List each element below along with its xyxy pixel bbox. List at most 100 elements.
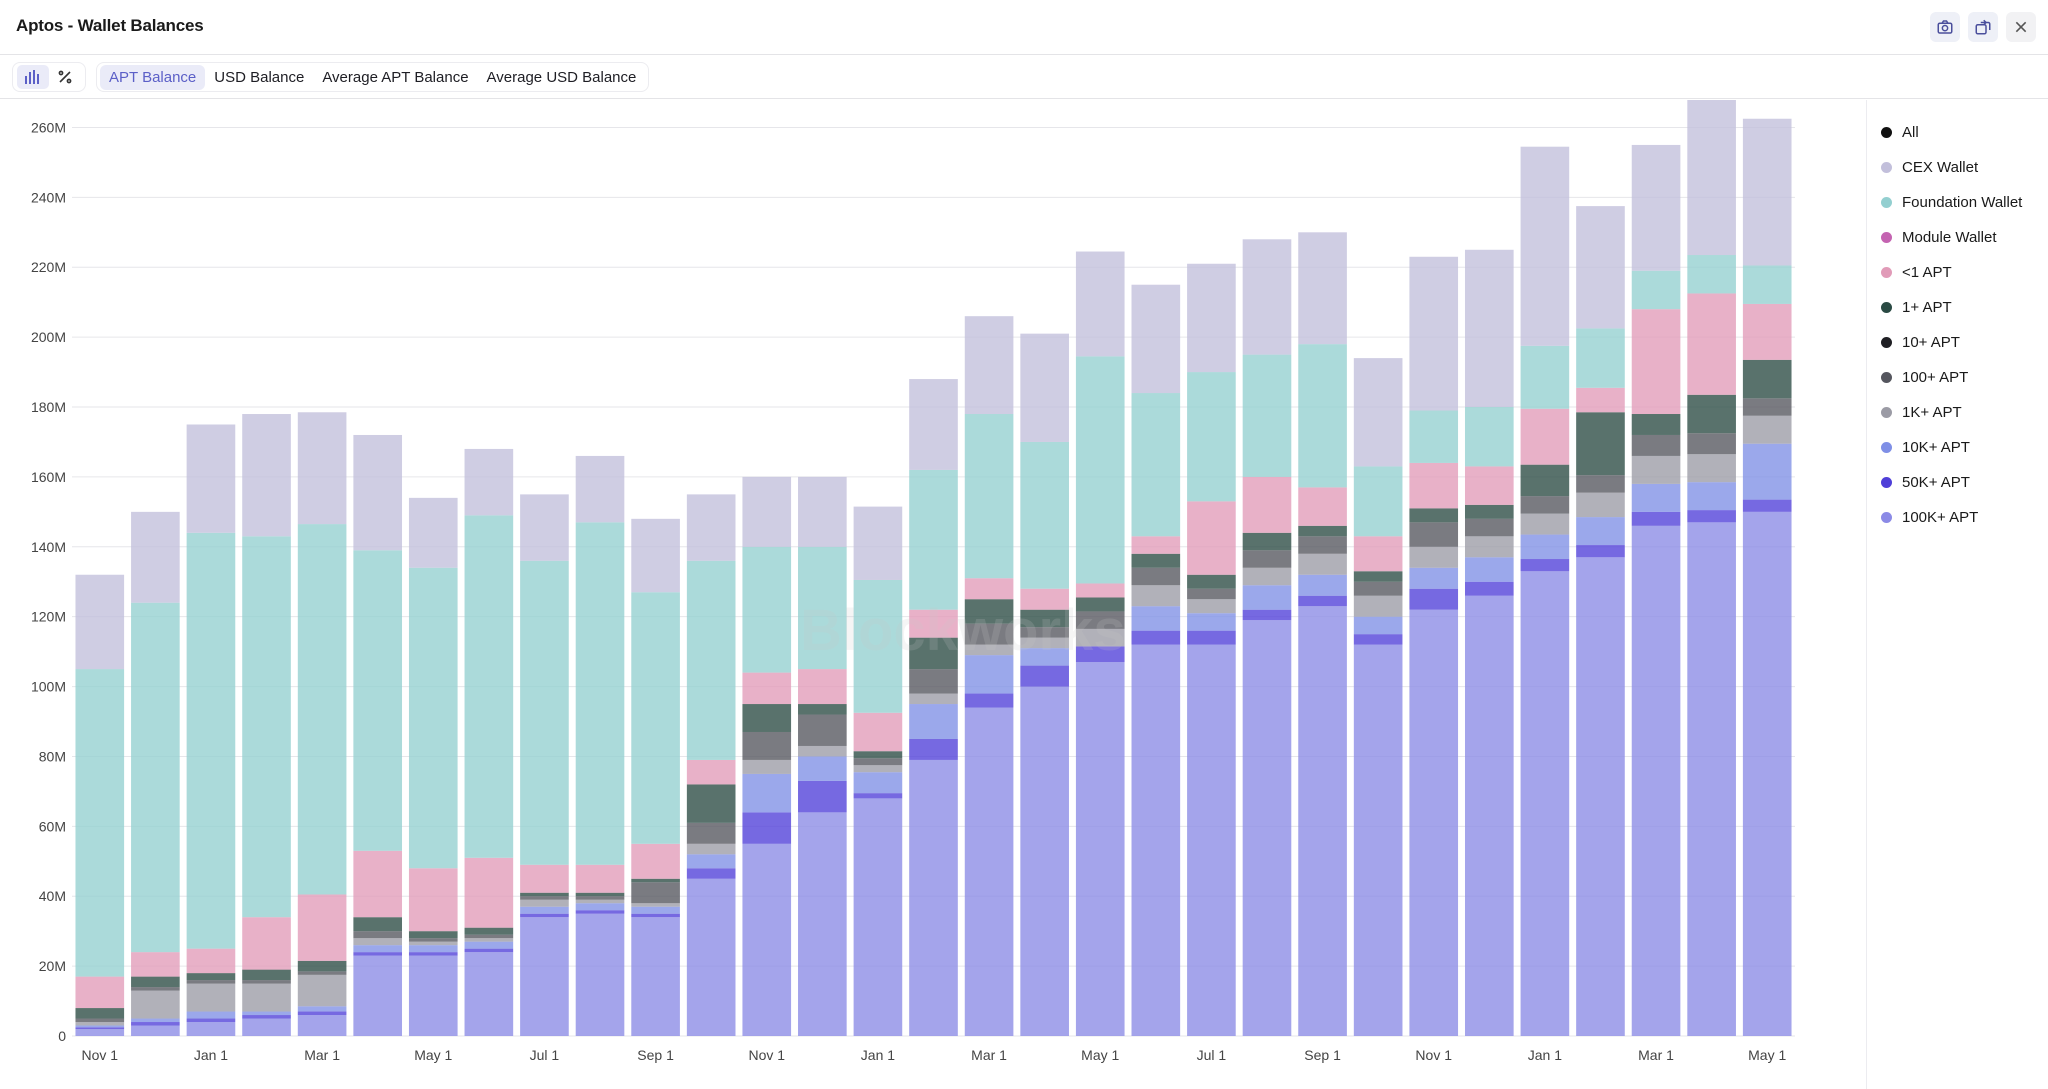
bar-segment[interactable] (186, 532, 236, 949)
bar-segment[interactable] (186, 1011, 236, 1019)
bar-segment[interactable] (742, 773, 792, 813)
bar-segment[interactable] (1242, 354, 1292, 477)
bar-segment[interactable] (1187, 588, 1236, 600)
bar-segment[interactable] (1131, 630, 1181, 645)
bar-segment[interactable] (1520, 146, 1570, 346)
bar-segment[interactable] (1020, 588, 1069, 610)
bar-segment[interactable] (1298, 487, 1347, 526)
bar-segment[interactable] (798, 704, 847, 715)
bar-segment[interactable] (909, 637, 958, 670)
bar-segment[interactable] (131, 602, 180, 953)
bar-segment[interactable] (1576, 545, 1625, 558)
bar-segment[interactable] (1075, 356, 1125, 584)
bar-segment[interactable] (131, 1018, 180, 1023)
bar-segment[interactable] (75, 1027, 125, 1030)
bar-segment[interactable] (798, 546, 847, 670)
bar-segment[interactable] (909, 704, 958, 739)
bar-segment[interactable] (353, 938, 403, 946)
bar-segment[interactable] (353, 917, 403, 932)
bar-segment[interactable] (242, 414, 291, 537)
bar-segment[interactable] (575, 522, 625, 865)
bar-segment[interactable] (408, 941, 458, 946)
bar-segment[interactable] (853, 751, 903, 759)
bar-segment[interactable] (242, 983, 291, 1012)
bar-segment[interactable] (520, 917, 569, 1036)
bar-segment[interactable] (798, 812, 847, 1036)
bar-segment[interactable] (1520, 496, 1570, 514)
bar-segment[interactable] (1409, 462, 1459, 509)
bar-segment[interactable] (1464, 407, 1514, 467)
bar-segment[interactable] (798, 476, 847, 547)
bar-segment[interactable] (1242, 532, 1292, 551)
bar-segment[interactable] (964, 599, 1014, 624)
bar-segment[interactable] (464, 448, 514, 516)
bar-segment[interactable] (853, 758, 903, 766)
bar-segment[interactable] (1298, 574, 1347, 596)
bar-segment[interactable] (742, 759, 792, 774)
screenshot-button[interactable] (1930, 12, 1960, 42)
bar-segment[interactable] (297, 524, 347, 895)
bar-segment[interactable] (853, 765, 903, 773)
bar-segment[interactable] (1409, 546, 1459, 568)
bar-segment[interactable] (1020, 627, 1069, 638)
bar-segment[interactable] (75, 1029, 125, 1036)
bar-segment[interactable] (575, 892, 625, 897)
bar-segment[interactable] (131, 1022, 180, 1026)
bar-segment[interactable] (575, 903, 625, 911)
bar-segment[interactable] (1742, 398, 1792, 416)
bar-segment[interactable] (1131, 553, 1181, 568)
bar-segment[interactable] (1409, 522, 1459, 547)
bar-segment[interactable] (853, 798, 903, 1036)
bar-segment[interactable] (575, 913, 625, 1036)
bar-segment[interactable] (1020, 609, 1069, 628)
bar-segment[interactable] (353, 945, 403, 953)
bar-segment[interactable] (1576, 328, 1625, 388)
bar-segment[interactable] (297, 412, 347, 525)
bar-segment[interactable] (408, 931, 458, 939)
bar-segment[interactable] (575, 899, 625, 904)
bar-segment[interactable] (909, 693, 958, 705)
bar-segment[interactable] (686, 759, 736, 785)
bar-segment[interactable] (742, 843, 792, 1036)
bar-segment[interactable] (575, 864, 625, 893)
bar-segment[interactable] (297, 1015, 347, 1036)
bar-segment[interactable] (853, 793, 903, 799)
bar-segment[interactable] (1687, 522, 1736, 1036)
bar-segment[interactable] (75, 1008, 125, 1019)
legend-item[interactable]: Foundation Wallet (1867, 185, 2048, 220)
bar-segment[interactable] (464, 515, 514, 858)
bar-segment[interactable] (1687, 510, 1736, 523)
legend-item[interactable]: Module Wallet (1867, 220, 2048, 255)
bar-segment[interactable] (1187, 574, 1236, 589)
bar-segment[interactable] (297, 960, 347, 972)
bar-segment[interactable] (1187, 263, 1236, 373)
bar-segment[interactable] (464, 952, 514, 1036)
bar-segment[interactable] (353, 955, 403, 1036)
bar-segment[interactable] (1242, 609, 1292, 621)
bar-segment[interactable] (964, 623, 1014, 645)
bar-segment[interactable] (1464, 557, 1514, 582)
bar-segment[interactable] (1631, 414, 1681, 435)
bar-segment[interactable] (1242, 476, 1292, 533)
bar-segment[interactable] (408, 938, 458, 942)
bar-segment[interactable] (1020, 333, 1069, 442)
tab-average-apt-balance[interactable]: Average APT Balance (322, 68, 469, 86)
bar-segment[interactable] (1187, 599, 1236, 614)
bar-segment[interactable] (631, 903, 680, 907)
tab-apt-balance[interactable]: APT Balance (100, 64, 206, 90)
bar-segment[interactable] (186, 1022, 236, 1036)
bar-segment[interactable] (575, 910, 625, 914)
bar-segment[interactable] (297, 971, 347, 975)
bar-segment[interactable] (242, 969, 291, 981)
bar-segment[interactable] (909, 609, 958, 638)
bar-segment[interactable] (242, 917, 291, 970)
bar-segment[interactable] (464, 941, 514, 949)
bar-segment[interactable] (909, 669, 958, 694)
bar-segment[interactable] (1353, 595, 1403, 617)
bar-segment[interactable] (1353, 634, 1403, 645)
bar-segment[interactable] (131, 987, 180, 991)
bar-segment[interactable] (131, 1025, 180, 1036)
bar-segment[interactable] (464, 857, 514, 928)
bar-segment[interactable] (1353, 616, 1403, 635)
bar-segment[interactable] (353, 931, 403, 939)
